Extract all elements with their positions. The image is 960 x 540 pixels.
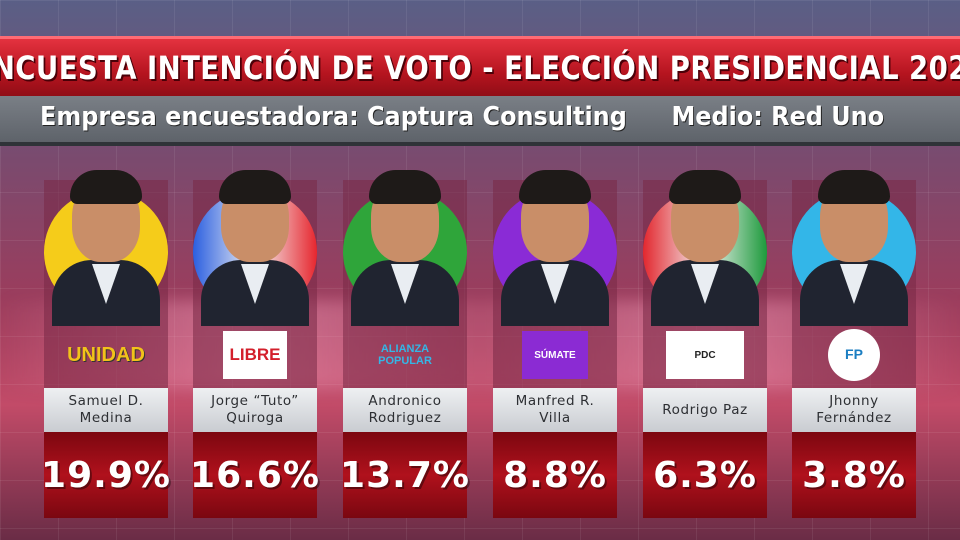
percentage-box: 19.9% <box>41 432 171 518</box>
candidate-name-box: Andronico Rodriguez <box>343 388 467 432</box>
title-banner: ENCUESTA INTENCIÓN DE VOTO - ELECCIÓN PR… <box>0 36 960 99</box>
alianza-popular-logo-icon: ALIANZA POPULAR <box>378 342 432 367</box>
unidad-logo-icon: UNIDAD <box>67 344 145 366</box>
candidate-card: FP Jhonny Fernández 3.8% <box>792 160 916 520</box>
candidate-photo <box>792 160 916 326</box>
chart-title: ENCUESTA INTENCIÓN DE VOTO - ELECCIÓN PR… <box>0 49 960 87</box>
candidate-card: UNIDAD Samuel D. Medina 19.9% <box>41 160 171 520</box>
vote-percentage: 19.9% <box>41 454 171 496</box>
fp-logo-icon: FP <box>792 326 916 384</box>
candidate-card: SÚMATE Manfred R. Villa 8.8% <box>493 160 617 520</box>
vote-percentage: 6.3% <box>653 454 757 496</box>
candidate-card: ALIANZA POPULAR Andronico Rodriguez 13.7% <box>340 160 470 520</box>
candidate-name: Jorge “Tuto” Quiroga <box>211 393 299 426</box>
vote-percentage: 8.8% <box>503 454 607 496</box>
sumate-logo-icon: SÚMATE <box>493 326 617 384</box>
percentage-box: 13.7% <box>340 432 470 518</box>
percentage-box: 6.3% <box>643 432 767 518</box>
candidate-card: LIBRE Jorge “Tuto” Quiroga 16.6% <box>190 160 320 520</box>
media-label: Medio: Red Uno <box>671 102 884 132</box>
candidate-photo <box>44 160 168 326</box>
candidate-name-box: Jhonny Fernández <box>792 388 916 432</box>
percentage-box: 8.8% <box>493 432 617 518</box>
candidate-photo <box>493 160 617 326</box>
vote-percentage: 16.6% <box>190 454 320 496</box>
libre-logo-icon: LIBRE <box>193 326 317 384</box>
candidate-name-box: Jorge “Tuto” Quiroga <box>193 388 317 432</box>
candidate-name: Manfred R. Villa <box>515 393 595 426</box>
candidate-name: Samuel D. Medina <box>68 393 144 426</box>
subtitle-banner: Empresa encuestadora: Captura Consulting… <box>0 96 960 146</box>
candidate-photo <box>643 160 767 326</box>
candidate-photo <box>343 160 467 326</box>
candidate-name-box: Samuel D. Medina <box>44 388 168 432</box>
candidate-name-box: Rodrigo Paz <box>643 388 767 432</box>
candidate-name-box: Manfred R. Villa <box>493 388 617 432</box>
candidate-photo <box>193 160 317 326</box>
percentage-box: 3.8% <box>792 432 916 518</box>
vote-percentage: 3.8% <box>802 454 906 496</box>
candidate-card: PDC Rodrigo Paz 6.3% <box>643 160 767 520</box>
pollster-label: Empresa encuestadora: Captura Consulting <box>40 102 627 132</box>
percentage-box: 16.6% <box>190 432 320 518</box>
pdc-logo-icon: PDC <box>643 326 767 384</box>
candidate-name: Andronico Rodriguez <box>368 393 442 426</box>
candidate-name: Jhonny Fernández <box>816 393 892 426</box>
candidate-name: Rodrigo Paz <box>662 401 748 418</box>
vote-percentage: 13.7% <box>340 454 470 496</box>
